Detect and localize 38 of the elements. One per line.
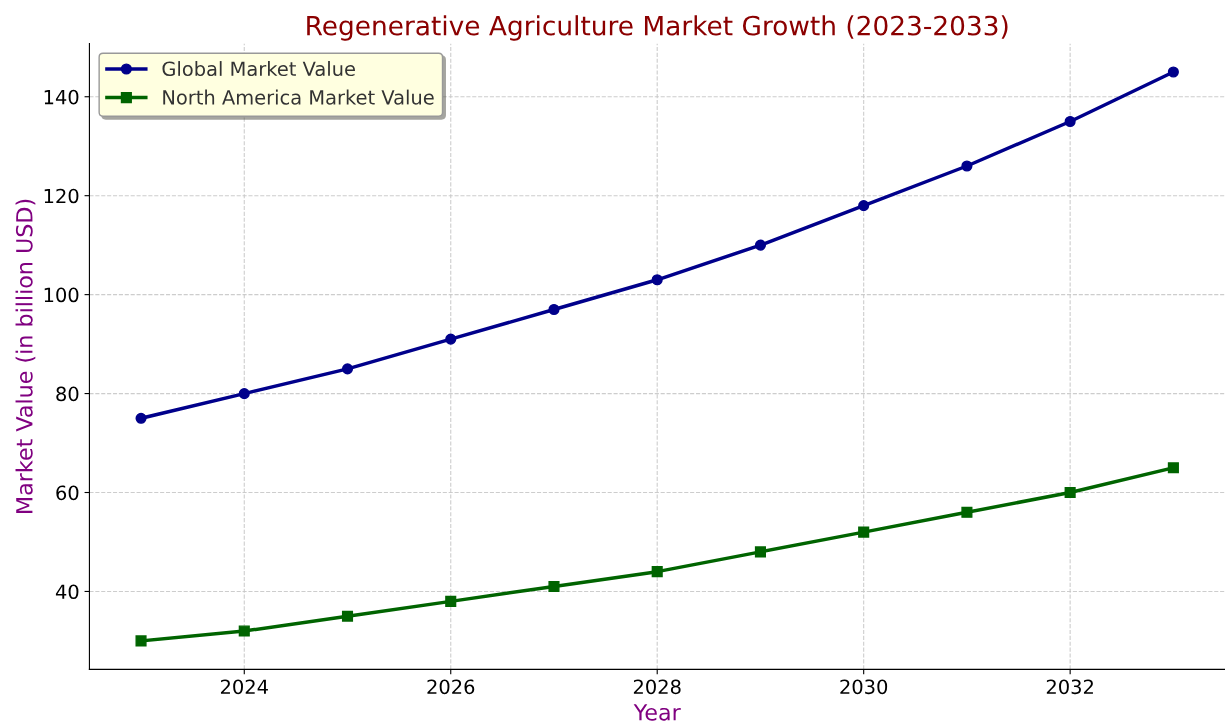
point: [1064, 115, 1076, 128]
point: [651, 274, 663, 286]
point: [1167, 66, 1179, 78]
point: [961, 160, 973, 172]
y-tick-label: 140: [44, 89, 79, 105]
point: [445, 595, 457, 607]
x-axis-title: Year: [633, 704, 681, 721]
point: [754, 546, 767, 558]
point: [754, 239, 767, 251]
x-tick-label: 2028: [633, 679, 681, 695]
x-tick-label: 2032: [1046, 679, 1093, 695]
legend-label: Global Market Value: [162, 61, 355, 77]
y-tick-label: 40: [55, 584, 79, 600]
y-tick-label: 120: [44, 188, 79, 204]
point: [135, 412, 147, 424]
point: [858, 526, 870, 538]
point: [1167, 462, 1179, 474]
point: [858, 200, 870, 212]
point: [1064, 486, 1076, 499]
point: [238, 388, 250, 400]
x-tick-label: 2024: [220, 679, 268, 695]
y-tick-label: 60: [56, 485, 79, 501]
point: [548, 580, 560, 593]
point: [341, 610, 354, 622]
point: [651, 566, 663, 578]
point: [548, 303, 560, 316]
y-axis-title: Market Value (in billion USD): [15, 199, 36, 513]
point: [341, 363, 354, 375]
point: [445, 333, 457, 345]
point: [135, 635, 147, 647]
legend-label: North America Market Value: [163, 89, 434, 105]
y-tick-label: 80: [56, 386, 79, 402]
y-tick-label: 100: [44, 287, 79, 303]
point: [961, 506, 973, 518]
chart-title: Regenerative Agriculture Market Growth (2023-2033): [307, 15, 1008, 41]
x-tick-label: 2026: [427, 679, 475, 695]
x-tick-label: 2030: [840, 679, 888, 695]
point: [238, 625, 250, 637]
